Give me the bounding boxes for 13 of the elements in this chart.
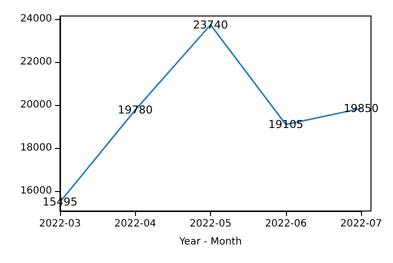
y-tick-label: 22000 <box>20 56 52 68</box>
x-tick-label: 2022-06 <box>264 218 307 230</box>
x-tick-label: 2022-03 <box>39 218 81 230</box>
y-tick-label: 24000 <box>20 14 52 25</box>
data-label: 23740 <box>193 18 228 32</box>
x-axis-title: Year - Month <box>178 236 242 248</box>
y-tick-label: 16000 <box>20 186 52 197</box>
x-tick-label: 2022-07 <box>340 218 382 230</box>
x-tick-label: 2022-04 <box>114 218 156 230</box>
x-tick-label: 2022-05 <box>190 218 232 230</box>
y-tick-label: 20000 <box>20 100 52 111</box>
y-tick-label: 18000 <box>20 142 52 154</box>
data-label: 19105 <box>268 118 304 131</box>
